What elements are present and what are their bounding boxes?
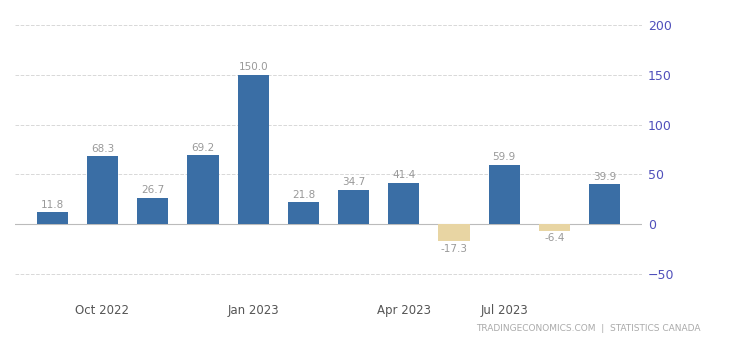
Text: 69.2: 69.2 [191, 143, 215, 153]
Bar [288, 202, 319, 224]
Bar [439, 224, 469, 241]
Text: 39.9: 39.9 [593, 172, 616, 182]
Bar [188, 155, 218, 224]
Text: -17.3: -17.3 [441, 244, 467, 254]
Text: TRADINGECONOMICS.COM  |  STATISTICS CANADA: TRADINGECONOMICS.COM | STATISTICS CANADA [476, 324, 701, 333]
Bar [539, 224, 570, 231]
Bar [488, 165, 520, 224]
Text: 34.7: 34.7 [342, 177, 365, 187]
Bar [388, 183, 420, 224]
Text: 68.3: 68.3 [91, 144, 114, 154]
Bar [87, 156, 118, 224]
Bar [338, 190, 369, 224]
Text: 11.8: 11.8 [41, 200, 64, 210]
Bar [237, 75, 269, 224]
Text: 41.4: 41.4 [392, 170, 415, 181]
Text: -6.4: -6.4 [545, 233, 565, 243]
Bar [137, 198, 169, 224]
Text: 21.8: 21.8 [292, 190, 315, 200]
Text: 26.7: 26.7 [141, 185, 164, 195]
Bar [36, 212, 68, 224]
Text: 150.0: 150.0 [239, 63, 268, 72]
Text: 59.9: 59.9 [493, 152, 516, 162]
Bar [589, 184, 620, 224]
